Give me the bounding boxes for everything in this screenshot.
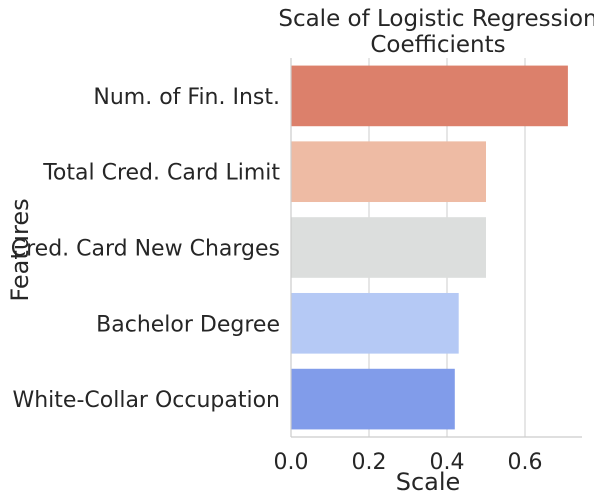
x-tick-label: 0.6 [508, 450, 543, 475]
category-label: White-Collar Occupation [12, 388, 280, 413]
bar [291, 292, 459, 354]
chart-title-line-1: Scale of Logistic Regression [278, 6, 594, 32]
category-label: Num. of Fin. Inst. [93, 85, 280, 110]
bars [291, 65, 568, 430]
x-tick-label: 0.0 [274, 450, 309, 475]
chart-title-line-2: Coefficients [370, 32, 505, 58]
y-axis-label: Features [6, 198, 34, 301]
bar [291, 141, 486, 203]
bar [291, 217, 486, 278]
category-label: Total Cred. Card Limit [42, 161, 280, 186]
x-tick-labels: 0.0 0.2 0.4 0.6 [274, 450, 543, 475]
category-label: Cred. Card New Charges [11, 237, 280, 262]
x-tick-label: 0.2 [352, 450, 387, 475]
category-labels: Num. of Fin. Inst. Total Cred. Card Limit… [11, 85, 281, 413]
bar [291, 368, 455, 430]
x-axis-label: Scale [396, 468, 461, 496]
category-label: Bachelor Degree [96, 312, 280, 337]
x-tick-label: 0.4 [430, 450, 465, 475]
bar [291, 65, 568, 127]
